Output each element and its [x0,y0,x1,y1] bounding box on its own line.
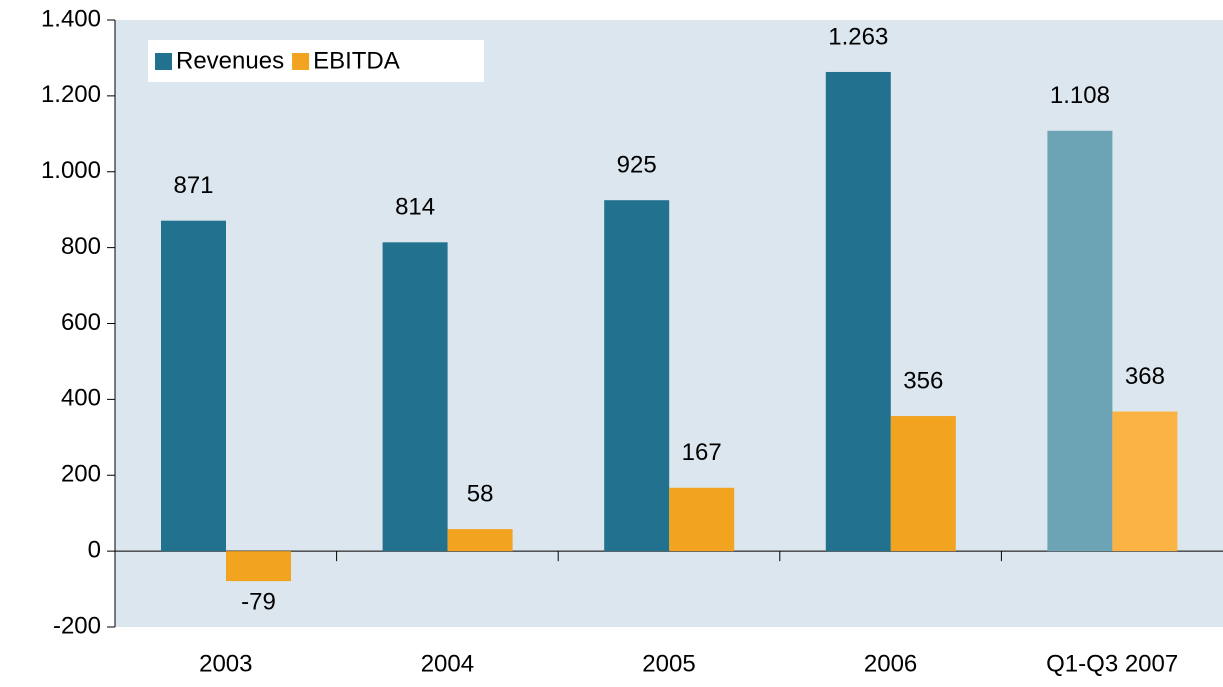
bar [825,71,891,552]
bar [382,242,448,552]
y-tick-label: 1.200 [41,81,101,108]
data-label: 1.108 [1050,82,1110,109]
bar [890,416,956,552]
data-label: 356 [903,367,943,394]
data-label: 167 [682,439,722,466]
y-tick-label: 1.000 [41,157,101,184]
y-tick-label: 800 [61,233,101,260]
y-tick-label: -200 [53,612,101,639]
x-tick-label: 2005 [642,650,695,677]
data-label: 58 [467,480,494,507]
data-label: -79 [241,588,276,615]
bar [1112,411,1178,552]
data-label: 871 [173,172,213,199]
x-tick-label: Q1-Q3 2007 [1046,650,1178,677]
bar [669,487,735,552]
data-label: 368 [1125,363,1165,390]
x-tick-label: 2003 [199,650,252,677]
y-tick-label: 600 [61,309,101,336]
bar [604,200,670,552]
x-tick-label: 2006 [864,650,917,677]
y-tick-label: 1.400 [41,5,101,32]
data-label: 1.263 [828,23,888,50]
y-tick-label: 200 [61,461,101,488]
legend-box [148,40,484,82]
y-tick-label: 400 [61,385,101,412]
y-tick-label: 0 [88,536,101,563]
legend-label: Revenues [176,47,284,74]
bar [1047,130,1113,552]
bar [226,551,291,582]
legend-swatch [155,53,172,70]
bar [447,529,513,552]
legend-label: EBITDA [313,47,400,74]
x-tick-label: 2004 [421,650,474,677]
data-label: 814 [395,194,435,221]
bar [161,220,226,552]
legend-swatch [292,53,310,70]
data-label: 925 [617,152,657,179]
